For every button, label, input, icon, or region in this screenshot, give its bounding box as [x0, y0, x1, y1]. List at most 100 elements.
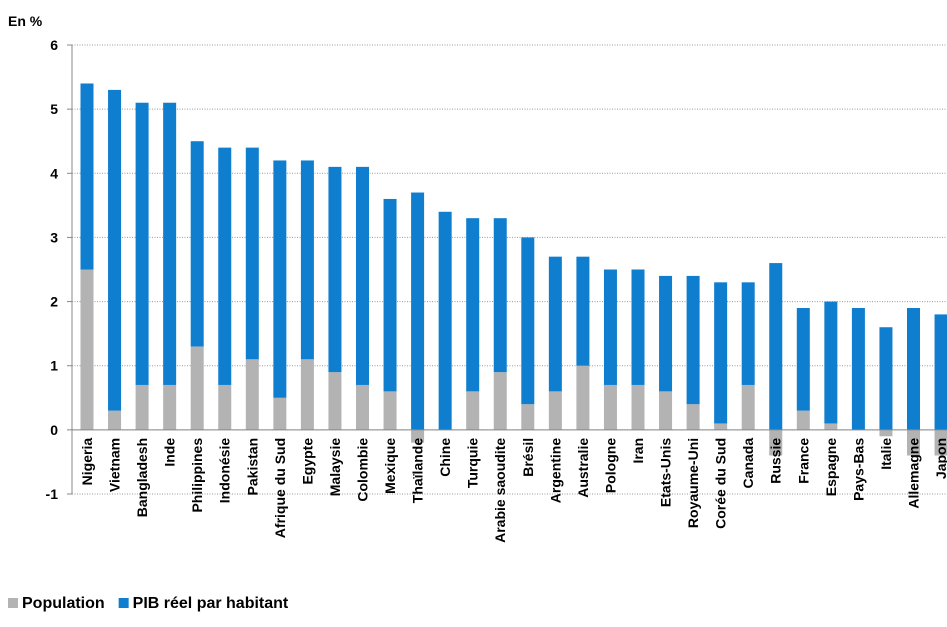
bar-segment [411, 192, 425, 430]
bar-segment [576, 256, 590, 366]
bar-segment [603, 384, 617, 430]
legend-swatch [118, 598, 129, 608]
x-tick-label: Australie [575, 438, 591, 498]
bar-segment [741, 384, 755, 430]
x-tick-label: Royaume-Uni [685, 438, 701, 528]
x-tick-label: Brésil [520, 438, 536, 477]
bar-segment [686, 275, 700, 405]
x-tick-label: Chine [437, 438, 453, 477]
x-tick-label: Arabie saoudite [492, 438, 508, 543]
y-tick-label: 1 [50, 358, 58, 374]
bar-segment [328, 372, 342, 430]
x-tick-label: Nigeria [79, 438, 95, 486]
bar-segment [245, 359, 259, 430]
bar-segment [659, 275, 673, 392]
bar-segment [824, 423, 838, 430]
bar-segment [328, 166, 342, 373]
x-tick-label: Canada [740, 438, 756, 489]
bar-segment [218, 384, 232, 430]
x-tick-label: Etats-Unis [658, 438, 674, 507]
bar-segment [631, 269, 645, 385]
bar-segment [245, 147, 259, 360]
x-tick-label: Turquie [465, 438, 481, 489]
bar-segment [879, 327, 893, 430]
bar-segment [603, 269, 617, 385]
x-tick-label: Iran [630, 438, 646, 464]
bar-segment [356, 166, 369, 385]
bar-segment [796, 307, 810, 411]
x-tick-label: Allemagne [906, 438, 922, 509]
bar-segment [548, 391, 562, 430]
bar-segment [300, 160, 314, 360]
bar-segment [851, 307, 865, 430]
y-axis-label: En % [8, 13, 43, 29]
bar-segment [108, 89, 122, 411]
bar-segment [300, 359, 314, 430]
bar-segment [796, 410, 810, 430]
bar-segment [466, 391, 480, 430]
x-tick-label: Japon [933, 438, 947, 479]
bar-segment [80, 269, 94, 430]
bar-segment [218, 147, 232, 385]
bar-segment [411, 429, 425, 443]
bar-segment [769, 429, 783, 456]
y-tick-label: 6 [50, 37, 58, 53]
legend-label: Population [22, 595, 105, 612]
x-tick-label: Espagne [823, 438, 839, 497]
bar-segment [769, 263, 783, 430]
x-tick-label: Thaïlande [410, 438, 426, 504]
bar-segment [438, 211, 452, 430]
bar-segment [631, 384, 645, 430]
bar-segment [356, 384, 369, 430]
bar-segment [879, 429, 893, 437]
bar-segment [934, 429, 947, 456]
y-tick-label: 2 [50, 294, 58, 310]
x-tick-label: Philippines [189, 438, 205, 513]
bar-segment [80, 83, 94, 270]
y-tick-label: -1 [46, 486, 59, 502]
bar-segment [576, 365, 590, 430]
bar-segment [273, 160, 287, 398]
x-tick-label: Mexique [382, 438, 398, 494]
legend-label: PIB réel par habitant [133, 595, 289, 612]
bar-segment [714, 423, 728, 430]
x-tick-label: Colombie [355, 438, 371, 502]
x-tick-label: Bangladesh [134, 438, 150, 517]
x-tick-label: Malaysie [327, 438, 343, 497]
bar-segment [135, 384, 149, 430]
bar-segment [466, 218, 480, 392]
bar-segment [824, 301, 838, 424]
y-tick-label: 3 [50, 229, 58, 245]
bar-segment [383, 391, 397, 430]
bar-segment [493, 218, 507, 373]
bar-segment [548, 256, 562, 392]
y-tick-label: 5 [50, 101, 58, 117]
x-tick-label: Pakistan [244, 438, 260, 496]
bar-segment [135, 102, 149, 385]
x-tick-label: Egypte [299, 438, 315, 485]
x-tick-label: Vietnam [107, 438, 123, 492]
x-tick-label: Pologne [602, 438, 618, 493]
bar-segment [934, 314, 947, 430]
bar-segment [493, 372, 507, 430]
y-tick-label: 4 [50, 165, 58, 181]
bar-segment [686, 404, 700, 430]
bar-segment [741, 282, 755, 385]
x-tick-label: Pays-Bas [850, 438, 866, 501]
y-tick-label: 0 [50, 422, 58, 438]
bar-segment [383, 198, 397, 392]
bar-segment [714, 282, 728, 424]
bar-segment [521, 404, 535, 430]
x-tick-label: Corée du Sud [713, 438, 729, 529]
x-tick-label: Argentine [547, 438, 563, 504]
x-tick-label: France [795, 438, 811, 484]
x-tick-label: Inde [162, 438, 178, 467]
x-tick-label: Indonésie [217, 438, 233, 504]
legend-swatch [8, 598, 18, 608]
bar-segment [521, 237, 535, 405]
bar-segment [108, 410, 122, 430]
bar-segment [273, 397, 287, 430]
x-tick-label: Russie [768, 438, 784, 484]
bar-segment [907, 429, 920, 456]
bar-segment [190, 346, 204, 430]
